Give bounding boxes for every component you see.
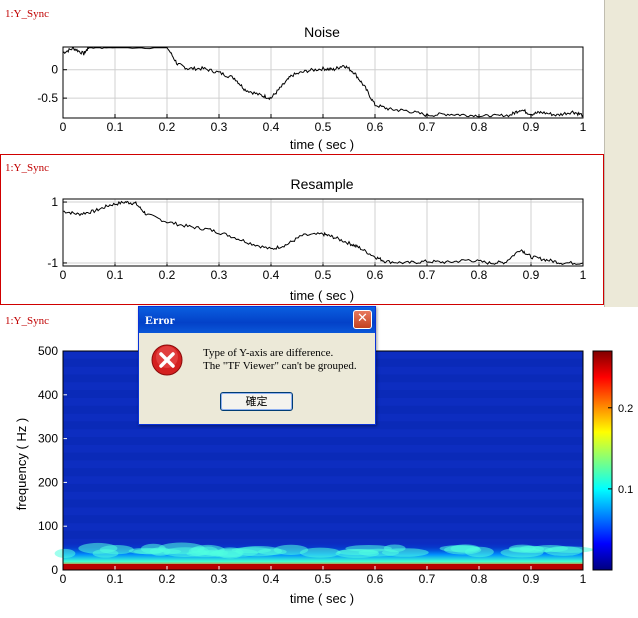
x-tick-label: 0.3 <box>211 572 228 586</box>
panel-tag: 1:Y_Sync <box>5 315 49 327</box>
x-tick-label: 0.6 <box>367 120 384 134</box>
x-tick-label: 0.6 <box>367 268 384 282</box>
dialog-titlebar[interactable]: Error ✕ <box>139 307 375 333</box>
x-tick-label: 0.2 <box>159 572 176 586</box>
spectrogram-band <box>63 429 583 438</box>
spectrogram-band <box>63 507 583 516</box>
spectrogram-band <box>63 460 583 469</box>
y-tick-label: 200 <box>38 475 58 489</box>
y-tick-label: 500 <box>38 344 58 358</box>
x-tick-label: 0.4 <box>263 268 280 282</box>
x-axis-label: time ( sec ) <box>290 288 354 303</box>
x-axis-label: time ( sec ) <box>290 591 354 606</box>
x-tick-label: 0.2 <box>159 120 176 134</box>
noise-panel[interactable]: 1:Y_Sync Noise 0 0.1 0.2 0.3 0.4 0.5 0.6 0.7 0.8… <box>0 0 604 152</box>
spectrogram-band <box>63 476 583 484</box>
y-tick-label: 300 <box>38 432 58 446</box>
x-tick-label: 0.9 <box>523 572 540 586</box>
x-tick-label: 0.9 <box>523 268 540 282</box>
resample-panel[interactable]: 1:Y_Sync Resample 0 0.1 0.2 0.3 0.4 0.5 0.6 0.7… <box>0 154 604 305</box>
spectrogram-blob <box>299 547 341 558</box>
colorbar-tick-label: 0.1 <box>618 484 633 496</box>
error-dialog[interactable]: Error ✕ Type of Y-axis are difference. T… <box>138 306 376 425</box>
x-tick-label: 0.1 <box>107 572 124 586</box>
x-tick-label: 0.5 <box>315 268 332 282</box>
x-tick-label: 0.8 <box>471 572 488 586</box>
plot-frame <box>62 46 584 119</box>
x-tick-label: 0.8 <box>471 268 488 282</box>
series-line <box>62 46 584 118</box>
spectrogram-band <box>63 491 583 500</box>
x-tick-label: 0.2 <box>159 268 176 282</box>
colorbar <box>592 350 613 571</box>
plot-frame <box>62 198 584 267</box>
dialog-title: Error <box>145 313 175 327</box>
spectrogram-blob <box>547 546 594 553</box>
x-tick-label: 0.3 <box>211 268 228 282</box>
spectrogram-blob <box>257 548 287 556</box>
resample-chart: Resample 0 0.1 0.2 0.3 0.4 0.5 0.6 0.7 0.8 0.9 1 1 -… <box>47 176 587 303</box>
y-tick-label: 400 <box>38 388 58 402</box>
y-tick-label: -0.5 <box>37 91 58 105</box>
spectrogram-blob <box>450 544 481 553</box>
x-tick-label: 0 <box>60 268 67 282</box>
spectrogram-blob <box>92 549 119 558</box>
x-tick-label: 0.6 <box>367 572 384 586</box>
x-tick-label: 0 <box>60 120 67 134</box>
error-icon <box>151 344 183 376</box>
y-tick-label: 0 <box>51 563 58 577</box>
x-tick-label: 0.8 <box>471 120 488 134</box>
dialog-message-line: Type of Y-axis are difference. <box>203 347 334 359</box>
dialog-message-line: The "TF Viewer" can't be grouped. <box>203 360 357 372</box>
spectrogram-blob <box>188 546 209 556</box>
x-tick-label: 0.4 <box>263 572 280 586</box>
spectrogram-blob <box>508 544 536 553</box>
series-line <box>63 200 584 265</box>
x-tick-label: 0 <box>60 572 67 586</box>
dialog-message: Type of Y-axis are difference. The "TF V… <box>203 347 357 373</box>
x-tick-label: 0.5 <box>315 120 332 134</box>
spectrogram-band <box>63 523 583 531</box>
chart-title: Resample <box>290 176 353 192</box>
y-tick-label: -1 <box>47 256 58 270</box>
x-tick-label: 0.3 <box>211 120 228 134</box>
x-tick-label: 0.7 <box>419 120 436 134</box>
x-tick-label: 0.1 <box>107 268 124 282</box>
ok-button[interactable]: 確定 <box>220 392 293 411</box>
noise-chart: Noise 0 0.1 0.2 0.3 0.4 0.5 0.6 0.7 0.8 0.9 1 0 -0.5… <box>37 24 587 152</box>
x-tick-label: 1 <box>580 572 587 586</box>
x-tick-label: 0.7 <box>419 268 436 282</box>
x-axis-label: time ( sec ) <box>290 137 354 152</box>
x-tick-label: 0.4 <box>263 120 280 134</box>
spectrogram-blob <box>335 549 380 558</box>
y-tick-label: 1 <box>51 195 58 209</box>
x-tick-label: 0.9 <box>523 120 540 134</box>
chart-title: Noise <box>304 24 340 40</box>
x-tick-label: 0.1 <box>107 120 124 134</box>
panel-tag: 1:Y_Sync <box>5 8 49 20</box>
x-tick-label: 1 <box>580 120 587 134</box>
panel-tag: 1:Y_Sync <box>5 162 49 174</box>
spectrogram-blob <box>54 548 76 558</box>
colorbar-tick-label: 0.2 <box>618 403 633 415</box>
x-tick-label: 0.7 <box>419 572 436 586</box>
spectrogram-blob <box>133 548 182 555</box>
y-axis-label: frequency ( Hz ) <box>14 418 29 510</box>
y-tick-label: 100 <box>38 519 58 533</box>
spectrogram-band <box>63 444 583 453</box>
x-tick-label: 1 <box>580 268 587 282</box>
y-tick-label: 0 <box>51 63 58 77</box>
close-icon: ✕ <box>357 311 368 326</box>
close-button[interactable]: ✕ <box>353 310 372 329</box>
x-tick-label: 0.5 <box>315 572 332 586</box>
